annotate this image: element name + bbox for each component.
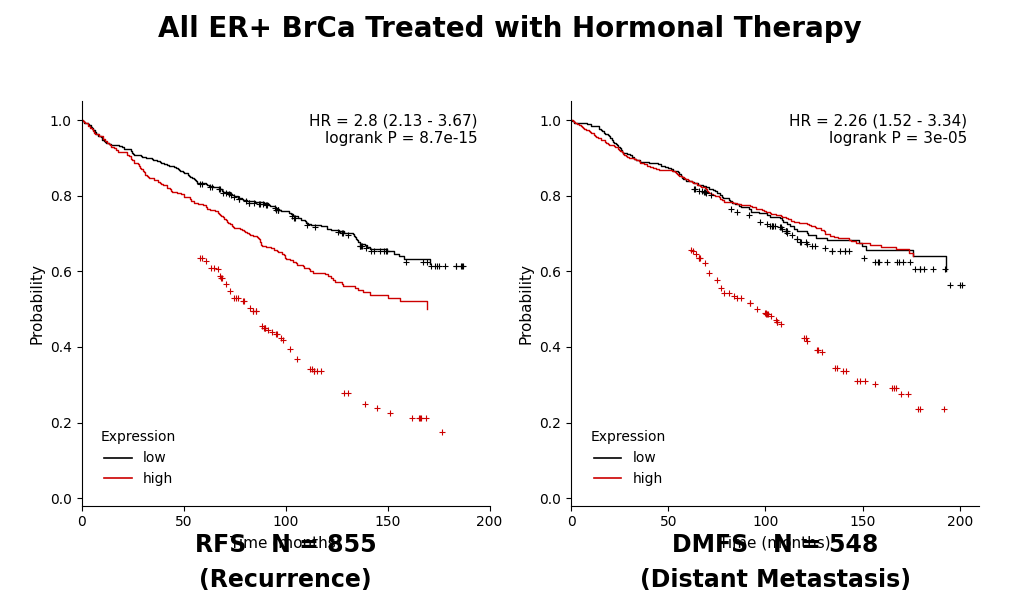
X-axis label: Time (months): Time (months) [229,535,341,550]
Text: HR = 2.8 (2.13 - 3.67)
logrank P = 8.7e-15: HR = 2.8 (2.13 - 3.67) logrank P = 8.7e-… [309,113,477,146]
Text: (Distant Metastasis): (Distant Metastasis) [639,568,910,592]
Y-axis label: Probability: Probability [30,263,44,344]
Legend: low, high: low, high [585,425,671,492]
Y-axis label: Probability: Probability [519,263,533,344]
Text: (Recurrence): (Recurrence) [199,568,372,592]
Text: DMFS   N = 548: DMFS N = 548 [672,533,877,556]
Text: HR = 2.26 (1.52 - 3.34)
logrank P = 3e-05: HR = 2.26 (1.52 - 3.34) logrank P = 3e-0… [788,113,966,146]
Text: RFS   N = 855: RFS N = 855 [195,533,376,556]
Text: All ER+ BrCa Treated with Hormonal Therapy: All ER+ BrCa Treated with Hormonal Thera… [158,15,861,43]
X-axis label: Time (months): Time (months) [718,535,830,550]
Legend: low, high: low, high [96,425,181,492]
